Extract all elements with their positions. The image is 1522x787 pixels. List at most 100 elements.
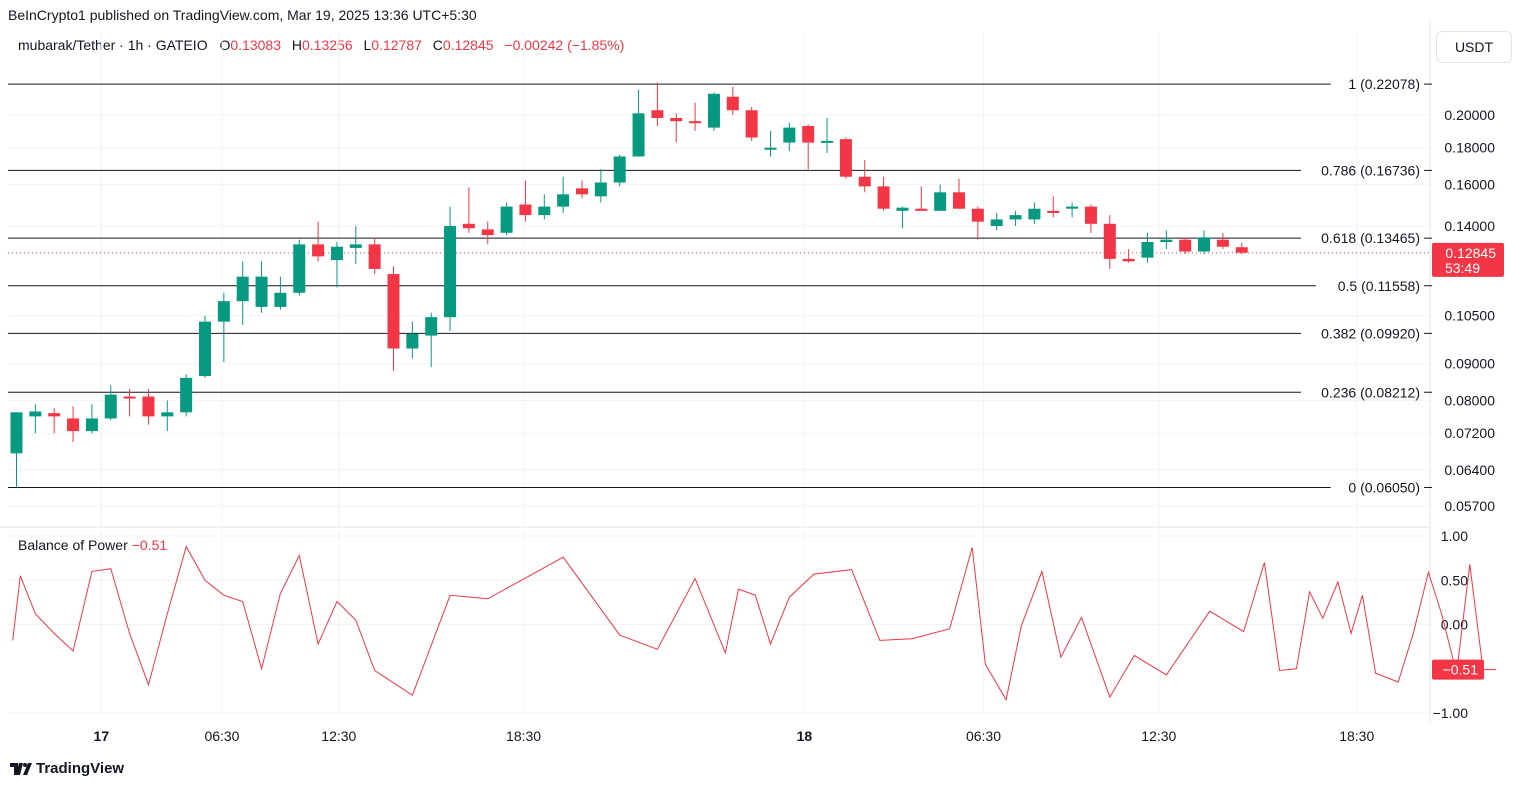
candle-body: [1084, 206, 1097, 224]
price-tick-label: 0.18000: [1444, 140, 1495, 156]
price-tick-label: 0.09000: [1444, 356, 1495, 372]
candle-body: [802, 125, 815, 143]
candle-body: [689, 121, 702, 124]
candle-body: [557, 194, 570, 207]
symbol-info[interactable]: mubarak/Tether · 1h · GATEIO: [18, 37, 208, 53]
candle-body: [1235, 247, 1248, 253]
fib-label: 1 (0.22078): [1348, 76, 1420, 92]
candle-body: [1028, 208, 1041, 220]
low-label: L: [363, 37, 372, 53]
candle-body: [444, 226, 457, 318]
candle-body: [312, 244, 325, 257]
candle-body: [877, 186, 890, 209]
last-price-badge: [1432, 242, 1504, 277]
candle-body: [255, 276, 268, 307]
candle-body: [217, 301, 230, 322]
candle-body: [839, 139, 852, 177]
candle-body: [971, 208, 984, 222]
bop-legend: Balance of Power −0.51: [18, 537, 167, 553]
candle-body: [142, 396, 155, 417]
fib-label: 0.5 (0.11558): [1338, 278, 1420, 294]
candle-body: [104, 394, 117, 419]
price-tick-label: 0.08000: [1444, 392, 1495, 408]
bop-line: [12, 545, 1497, 702]
candle-body: [651, 110, 664, 119]
candle-body: [462, 223, 475, 229]
time-axis: 1706:3012:3018:301806:3012:3018:301906:3…: [94, 728, 1375, 744]
time-tick-label: 12:30: [1141, 728, 1176, 744]
candle-body: [199, 321, 211, 377]
publisher-header: BeInCrypto1 published on TradingView.com…: [8, 7, 477, 23]
candle-body: [274, 292, 287, 307]
bop-tick-label: 1.00: [1441, 528, 1468, 544]
candle-body: [29, 411, 42, 417]
price-tick-label: 0.20000: [1444, 107, 1495, 123]
candle-body: [1216, 239, 1229, 247]
candle-body: [10, 412, 23, 454]
candle-body: [349, 244, 362, 248]
tradingview-logo-icon: [10, 762, 32, 775]
candle-body: [519, 204, 532, 216]
candle-body: [915, 208, 928, 211]
close-value: 0.12845: [442, 37, 494, 53]
bop-pane: 1.00 0.50 0.00 −1.00: [12, 528, 1497, 721]
last-price-value: 0.12845: [1445, 245, 1496, 261]
candle-body: [990, 219, 1003, 227]
candle-body: [293, 244, 306, 293]
tradingview-logo[interactable]: TradingView: [10, 760, 124, 777]
tradingview-brand: TradingView: [36, 760, 125, 777]
bop-badge: [1432, 659, 1484, 680]
candle-body: [783, 127, 796, 143]
candle-body: [48, 413, 61, 417]
fib-label: 0 (0.06050): [1348, 479, 1420, 495]
candle-body: [406, 334, 419, 349]
fib-label: 0.236 (0.08212): [1321, 384, 1420, 400]
change-value: −0.00242 (−1.85%): [504, 37, 625, 53]
open-value: 0.13083: [230, 37, 281, 53]
fib-levels: 1 (0.22078) 0.786 (0.16736) 0.618 (0.13465…: [8, 76, 1432, 495]
candle-body: [1122, 258, 1135, 262]
candle-body: [726, 96, 739, 111]
currency-button[interactable]: USDT: [1436, 31, 1512, 63]
bop-tick-label: −1.00: [1433, 705, 1469, 721]
candle-body: [858, 176, 871, 187]
candle-body: [1009, 215, 1022, 220]
candle-body: [1160, 239, 1173, 243]
time-tick-label: 17: [94, 728, 110, 744]
candle-body: [1066, 206, 1079, 209]
time-tick-label: 18:30: [506, 728, 541, 744]
candle-body: [764, 147, 777, 150]
candle-body: [425, 317, 438, 336]
time-tick-label: 06:30: [966, 728, 1001, 744]
price-axis: 0.20000 0.18000 0.16000 0.14000 0.10500 0.090…: [1444, 107, 1495, 514]
low-value: 0.12787: [371, 37, 422, 53]
grid-lines: [0, 20, 1431, 723]
close-label: C: [432, 37, 443, 53]
candle-body: [576, 188, 588, 195]
fib-label: 0.618 (0.13465): [1321, 230, 1420, 246]
price-tick-label: 0.06400: [1444, 462, 1495, 478]
bop-badge-value: −0.51: [1443, 662, 1479, 678]
candle-body: [1103, 223, 1116, 259]
candle-body: [934, 192, 947, 211]
high-value: 0.13256: [302, 37, 353, 53]
candle-body: [161, 412, 174, 417]
time-tick-label: 12:30: [321, 728, 356, 744]
price-tick-label: 0.07200: [1444, 425, 1495, 441]
bop-tick-label: 0.00: [1441, 617, 1468, 633]
candle-body: [500, 206, 513, 233]
candle-body: [745, 110, 758, 138]
price-tick-label: 0.14000: [1444, 218, 1495, 234]
candle-body: [896, 207, 909, 211]
time-tick-label: 18:30: [1339, 728, 1374, 744]
fib-label: 0.382 (0.09920): [1321, 325, 1420, 341]
symbol-legend: mubarak/Tether · 1h · GATEIO O0.13083 H0…: [18, 37, 624, 53]
time-tick-label: 18: [797, 728, 813, 744]
candle-body: [1141, 242, 1154, 258]
candle-body: [707, 93, 720, 128]
candles: [10, 82, 1248, 488]
candle-body: [1179, 239, 1192, 252]
candle-body: [594, 182, 607, 197]
